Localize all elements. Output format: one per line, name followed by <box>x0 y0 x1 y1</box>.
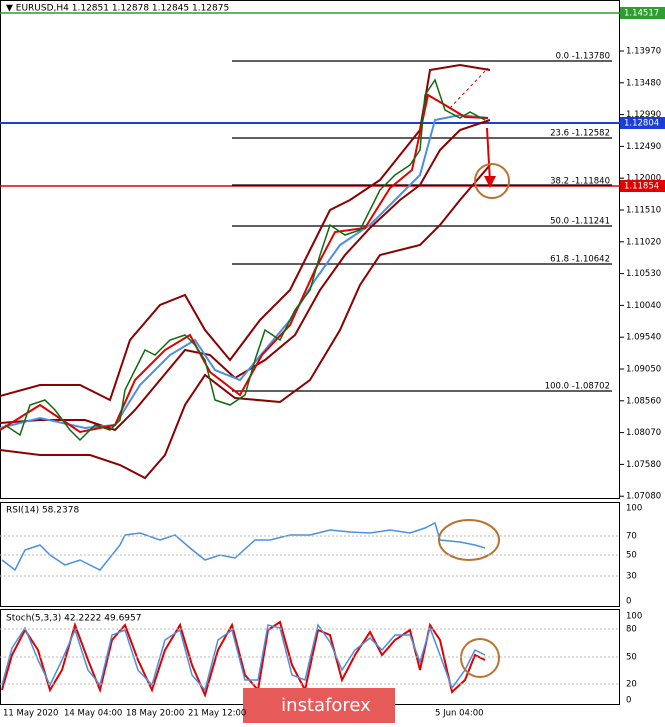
rsi-label: RSI(14) 58.2378 <box>6 506 79 516</box>
price-label: 1.08560 <box>626 396 661 406</box>
rsi-axis-label: 100 <box>626 504 642 514</box>
time-label: 5 Jun 04:00 <box>435 709 484 719</box>
time-label: 18 May 20:00 <box>126 709 184 719</box>
stoch-axis-label: 20 <box>626 680 637 690</box>
price-tag-label: 1.14517 <box>624 9 659 19</box>
indicators <box>0 63 620 698</box>
price-label: 1.10530 <box>626 269 661 279</box>
fib-label: 100.0 -1.08702 <box>545 382 610 392</box>
stoch-axis-label: 100 <box>626 612 642 622</box>
fib-label: 38.2 -1.11840 <box>550 177 610 187</box>
price-tag <box>620 117 665 129</box>
time-label: 14 May 04:00 <box>64 709 122 719</box>
price-label: 1.11020 <box>626 237 661 247</box>
price-label: 1.09540 <box>626 333 661 343</box>
time-label: 11 May 2020 <box>3 709 58 719</box>
price-label: 1.13480 <box>626 78 661 88</box>
fib-label: 50.0 -1.11241 <box>550 217 610 227</box>
stoch-axis-label: 80 <box>626 625 637 635</box>
price-label: 1.08070 <box>626 428 661 438</box>
watermark: instaforex <box>281 695 371 716</box>
time-label: 21 May 12:00 <box>188 709 246 719</box>
price-tag-label: 1.12804 <box>624 119 659 129</box>
rsi-axis-label: 30 <box>626 572 637 582</box>
stoch-axis-label: 0 <box>626 696 631 706</box>
price-label: 1.09050 <box>626 365 661 375</box>
stoch-axis-label: 50 <box>626 653 637 663</box>
rsi-axis-label: 50 <box>626 551 637 561</box>
watermark-bg <box>243 688 395 723</box>
price-tag-label: 1.11854 <box>624 182 659 192</box>
price-label: 1.11510 <box>626 206 661 216</box>
stoch-label: Stoch(5,3,3) 42.2222 49.6957 <box>6 614 141 624</box>
price-tag <box>620 7 665 19</box>
price-label: 1.12000 <box>626 174 661 184</box>
price-label: 1.07580 <box>626 460 661 470</box>
symbol-header: ▼ EURUSD,H4 1.12851 1.12878 1.12845 1.12… <box>6 4 229 14</box>
price-label: 1.07080 <box>626 492 661 502</box>
price-tag <box>620 180 665 192</box>
rsi-axis-label: 0 <box>626 597 631 607</box>
levels <box>0 12 620 392</box>
price-label: 1.13970 <box>626 47 661 57</box>
price-label: 1.10040 <box>626 301 661 311</box>
fib-label: 61.8 -1.10642 <box>550 255 610 265</box>
fib-label: 0.0 -1.13780 <box>556 52 610 62</box>
price-label: 1.12490 <box>626 142 661 152</box>
price-label: 1.12990 <box>626 110 661 120</box>
fib-label: 23.6 -1.12582 <box>550 129 610 139</box>
rsi-axis-label: 70 <box>626 532 637 542</box>
